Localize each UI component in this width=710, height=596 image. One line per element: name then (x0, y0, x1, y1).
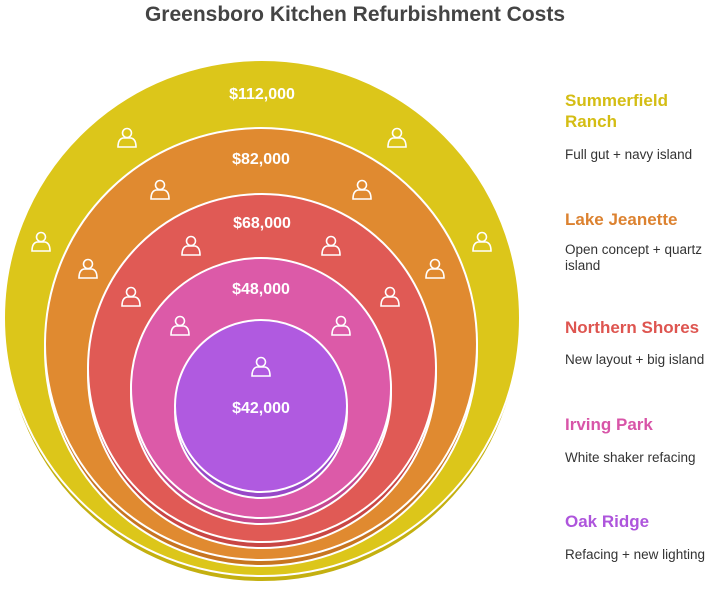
person-icon (150, 179, 170, 200)
person-body (170, 325, 190, 336)
person-body (321, 245, 341, 256)
person-body (117, 137, 137, 148)
person-icon (251, 356, 271, 377)
item-name: Northern Shores (565, 318, 700, 337)
person-icon (331, 315, 351, 336)
item-name: Irving Park (565, 415, 653, 434)
ring (174, 319, 348, 493)
person-icon (117, 127, 137, 148)
item-name: Oak Ridge (565, 512, 650, 531)
cost-label: $68,000 (233, 215, 291, 232)
person-body (387, 137, 407, 148)
cost-label: $42,000 (232, 400, 290, 417)
person-icon (425, 258, 445, 279)
person-body (472, 241, 492, 252)
cost-label: $112,000 (229, 86, 295, 103)
person-icon (380, 286, 400, 307)
title: Greensboro Kitchen Refurbishment Costs (144, 3, 566, 26)
item-description: White shaker refacing (565, 450, 696, 465)
person-icon (387, 127, 407, 148)
person-icon (181, 235, 201, 256)
person-icon (472, 231, 492, 252)
person-body (31, 241, 51, 252)
person-icon (121, 286, 141, 307)
person-body (150, 189, 170, 200)
person-body (78, 268, 98, 279)
item-description: Open concept + quartz island (565, 242, 702, 273)
item-name: Summerfield Ranch (565, 91, 668, 131)
person-body (331, 325, 351, 336)
person-icon (170, 315, 190, 336)
person-body (380, 296, 400, 307)
person-icon (352, 179, 372, 200)
person-icon (78, 258, 98, 279)
cost-label: $48,000 (232, 281, 290, 298)
item-name: Lake Jeanette (565, 210, 678, 229)
person-body (121, 296, 141, 307)
person-body (181, 245, 201, 256)
item-description: Refacing + new lighting (565, 547, 705, 562)
cost-label: $82,000 (232, 151, 290, 168)
person-icon (31, 231, 51, 252)
item-description: Full gut + navy island (565, 147, 693, 162)
item-description: New layout + big island (565, 352, 705, 367)
person-body (425, 268, 445, 279)
person-body (251, 366, 271, 377)
person-body (352, 189, 372, 200)
person-icon (321, 235, 341, 256)
